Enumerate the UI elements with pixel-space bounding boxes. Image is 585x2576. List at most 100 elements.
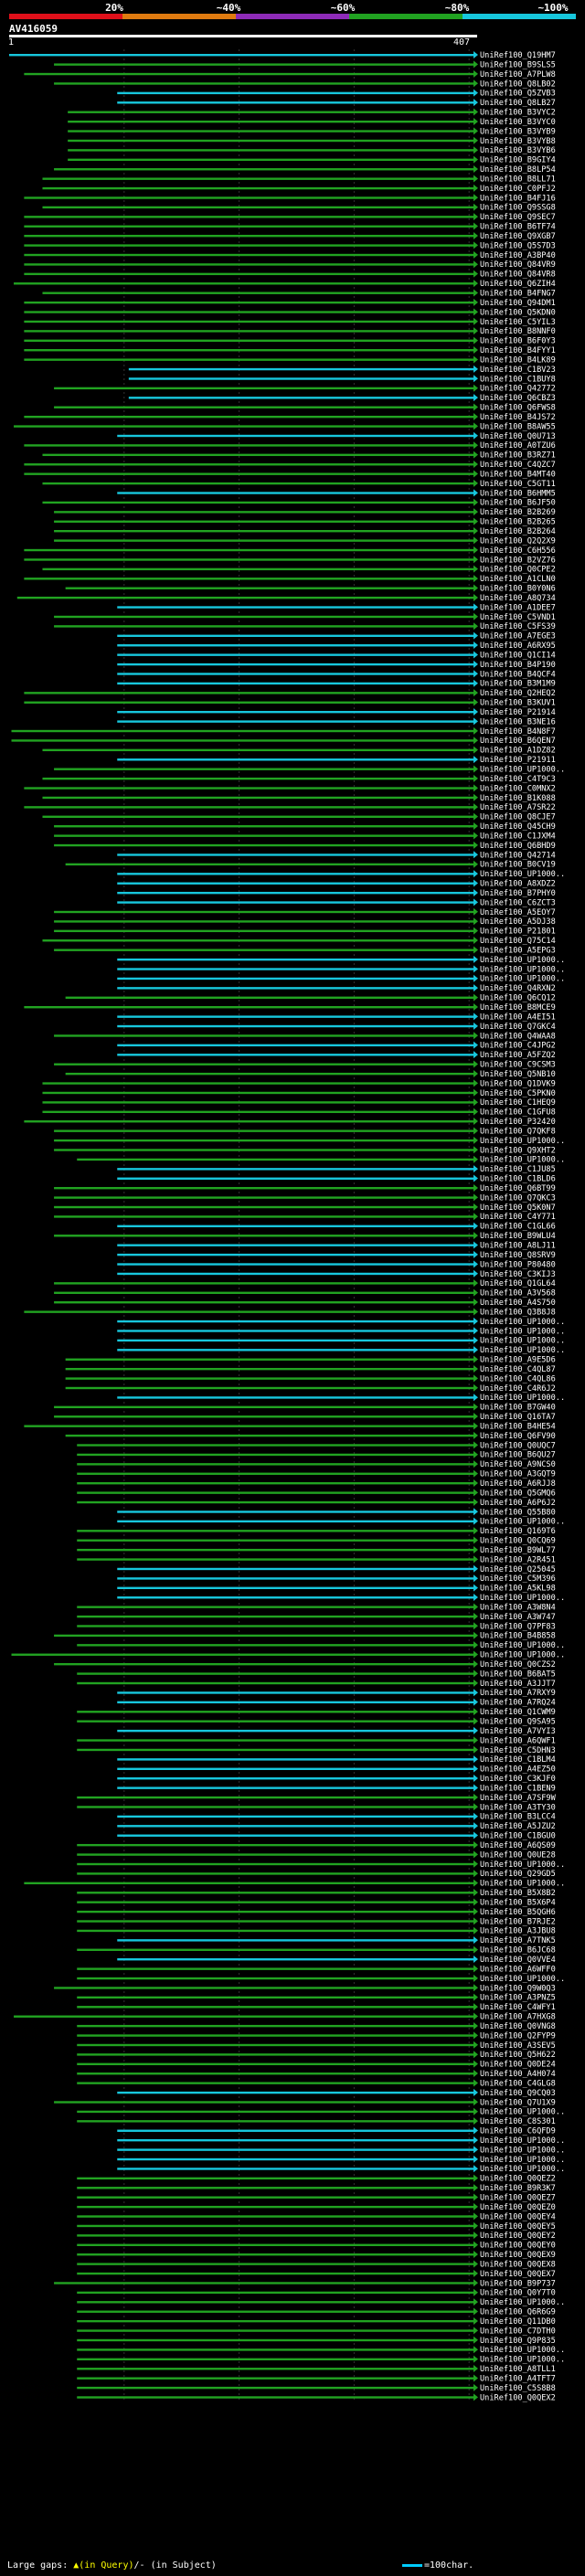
hit-label[interactable]: UniRef100_C4QZC7 [480,461,556,470]
hit-bar[interactable] [117,1815,473,1818]
hit-bar[interactable] [77,1491,473,1494]
hit-label[interactable]: UniRef100_Q5S7D3 [480,241,556,250]
hit-bar[interactable] [65,587,473,589]
hit-label[interactable]: UniRef100_B8LP54 [480,165,556,175]
hit-label[interactable]: UniRef100_B6HMM5 [480,489,556,498]
hit-label[interactable]: UniRef100_Q0UE28 [480,1850,556,1860]
hit-bar[interactable] [24,692,473,694]
hit-label[interactable]: UniRef100_Q9SSG8 [480,204,556,213]
hit-bar[interactable] [77,2263,473,2265]
hit-bar[interactable] [77,2120,473,2123]
hit-label[interactable]: UniRef100_Q29GD5 [480,1870,556,1879]
hit-bar[interactable] [54,1063,473,1065]
hit-label[interactable]: UniRef100_B4LK89 [480,355,556,365]
hit-label[interactable]: UniRef100_B3VYC0 [480,118,556,127]
hit-label[interactable]: UniRef100_A3GQT9 [480,1470,556,1479]
hit-label[interactable]: UniRef100_C9CSM3 [480,1061,556,1070]
hit-label[interactable]: UniRef100_Q0VNG8 [480,2022,556,2031]
hit-bar[interactable] [77,1843,473,1847]
hit-bar[interactable] [77,1901,473,1903]
hit-label[interactable]: UniRef100_A9E5D6 [480,1356,556,1365]
hit-bar[interactable] [77,2348,473,2351]
hit-label[interactable]: UniRef100_B7PHY0 [480,889,556,898]
hit-label[interactable]: UniRef100_Q2HEQ2 [480,689,556,698]
hit-bar[interactable] [24,339,473,342]
hit-label[interactable]: UniRef100_Q8LB27 [480,99,556,108]
hit-bar[interactable] [14,2015,473,2018]
hit-label[interactable]: UniRef100_B8LL71 [480,175,556,184]
hit-bar[interactable] [77,2319,473,2323]
hit-bar[interactable] [65,1377,473,1380]
hit-bar[interactable] [117,682,473,685]
hit-label[interactable]: UniRef100_Q9SA95 [480,1718,556,1727]
hit-bar[interactable] [77,1625,473,1627]
hit-label[interactable]: UniRef100_UP1000.. [480,1137,565,1146]
hit-label[interactable]: UniRef100_B9WLU4 [480,1232,556,1241]
hit-bar[interactable] [24,272,473,276]
hit-bar[interactable] [77,1711,473,1713]
hit-bar[interactable] [77,1796,473,1799]
hit-label[interactable]: UniRef100_A6RJJ8 [480,1479,556,1489]
hit-bar[interactable] [24,263,473,266]
hit-bar[interactable] [117,1253,473,1256]
hit-bar[interactable] [77,1482,473,1485]
hit-bar[interactable] [24,349,473,352]
hit-label[interactable]: UniRef100_Q3B8J8 [480,1308,556,1317]
hit-label[interactable]: UniRef100_A1CLN0 [480,575,556,584]
hit-bar[interactable] [54,1139,473,1142]
hit-label[interactable]: UniRef100_B5X8B2 [480,1889,556,1898]
hit-bar[interactable] [77,2196,473,2199]
hit-bar[interactable] [24,787,473,790]
hit-label[interactable]: UniRef100_B3KUV1 [480,699,556,708]
hit-label[interactable]: UniRef100_C5PKN0 [480,1089,556,1098]
hit-label[interactable]: UniRef100_Q7PF83 [480,1622,556,1631]
hit-bar[interactable] [117,653,473,656]
hit-bar[interactable] [77,2291,473,2295]
hit-label[interactable]: UniRef100_B3VYC2 [480,109,556,118]
hit-bar[interactable] [77,2301,473,2304]
hit-bar[interactable] [117,901,473,904]
hit-bar[interactable] [68,149,473,152]
hit-label[interactable]: UniRef100_B2B265 [480,518,556,527]
hit-bar[interactable] [54,949,473,951]
hit-bar[interactable] [77,2243,473,2246]
hit-label[interactable]: UniRef100_A7TNK5 [480,1936,556,1945]
hit-label[interactable]: UniRef100_Q5ZVB3 [480,90,556,99]
hit-label[interactable]: UniRef100_Q7U1X9 [480,2098,556,2107]
hit-label[interactable]: UniRef100_B6JF50 [480,499,556,508]
hit-label[interactable]: UniRef100_Q8LB02 [480,80,556,89]
hit-label[interactable]: UniRef100_Q1GL64 [480,1279,556,1288]
hit-bar[interactable] [77,2338,473,2342]
hit-label[interactable]: UniRef100_UP1000.. [480,1594,565,1603]
hit-bar[interactable] [117,1024,473,1028]
hit-bar[interactable] [77,1606,473,1608]
hit-bar[interactable] [42,1110,474,1114]
hit-bar[interactable] [117,977,473,981]
hit-bar[interactable] [54,1291,473,1294]
hit-label[interactable]: UniRef100_C1BLD6 [480,1175,556,1184]
hit-label[interactable]: UniRef100_B4MT40 [480,470,556,479]
hit-label[interactable]: UniRef100_C1BV23 [480,366,556,375]
hit-bar[interactable] [24,311,473,313]
hit-label[interactable]: UniRef100_B6F0Y3 [480,337,556,346]
hit-bar[interactable] [117,873,473,875]
hit-label[interactable]: UniRef100_B3LCC4 [480,1813,556,1822]
hit-label[interactable]: UniRef100_B4FYY1 [480,346,556,355]
hit-label[interactable]: UniRef100_B4JS72 [480,413,556,422]
hit-label[interactable]: UniRef100_UP1000.. [480,1518,565,1527]
hit-bar[interactable] [54,1634,473,1638]
hit-bar[interactable] [77,1681,473,1685]
hit-label[interactable]: UniRef100_A7PLW8 [480,70,556,80]
hit-label[interactable]: UniRef100_C1GL66 [480,1223,556,1232]
hit-label[interactable]: UniRef100_Q4WAA8 [480,1032,556,1041]
hit-bar[interactable] [24,244,473,247]
hit-label[interactable]: UniRef100_UP1000.. [480,965,565,974]
hit-label[interactable]: UniRef100_Q94DM1 [480,299,556,308]
hit-bar[interactable] [77,2386,473,2390]
hit-bar[interactable] [65,1072,473,1076]
hit-label[interactable]: UniRef100_Q0Y7T0 [480,2289,556,2298]
hit-bar[interactable] [42,748,474,752]
hit-label[interactable]: UniRef100_A5EPG3 [480,946,556,955]
hit-bar[interactable] [54,1149,473,1151]
hit-bar[interactable] [42,1101,474,1104]
